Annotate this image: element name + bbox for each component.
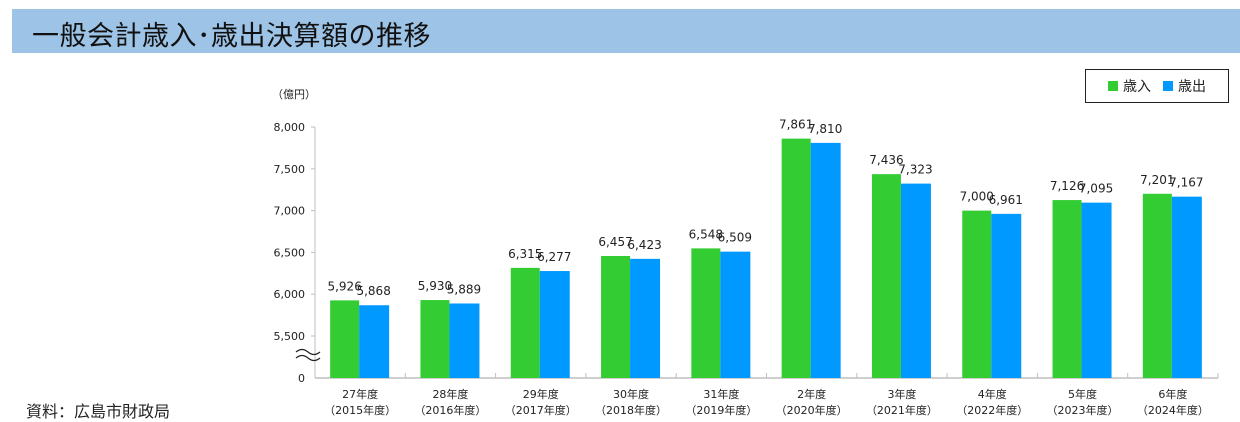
- x-category-label: 2年度: [797, 387, 826, 401]
- expenditure-bar: [1081, 202, 1112, 378]
- y-tick-label: 6,500: [274, 246, 306, 259]
- y-axis-unit-label: （億円）: [272, 88, 316, 101]
- revenue-bar: [1142, 193, 1172, 378]
- revenue-swatch-icon: [1108, 81, 1118, 91]
- expenditure-bar: [991, 213, 1022, 378]
- revenue-value-label: 6,457: [598, 235, 632, 249]
- x-category-label: 31年度: [703, 387, 739, 401]
- expenditure-value-label: 5,868: [356, 284, 390, 298]
- expenditure-bar: [359, 305, 390, 378]
- x-category-sublabel: （2016年度）: [414, 403, 486, 417]
- revenue-bar: [962, 210, 992, 378]
- expenditure-bar: [539, 271, 570, 378]
- x-category-label: 4年度: [978, 387, 1007, 401]
- y-tick-label: 8,000: [274, 121, 306, 134]
- revenue-bar: [420, 300, 450, 378]
- revenue-value-label: 5,926: [327, 279, 361, 293]
- y-tick-label: 7,500: [274, 163, 306, 176]
- expenditure-value-label: 6,509: [718, 231, 752, 245]
- x-category-sublabel: （2018年度）: [595, 403, 667, 417]
- expenditure-bar: [1171, 196, 1202, 378]
- legend-label-revenue: 歳入: [1123, 79, 1151, 95]
- y-tick-label: 6,000: [274, 288, 306, 301]
- expenditure-value-label: 7,095: [1079, 182, 1113, 196]
- axis-break-icon: [295, 348, 321, 362]
- chart-legend: 歳入 歳出: [1085, 69, 1229, 103]
- x-category-sublabel: （2021年度）: [866, 403, 938, 417]
- x-category-sublabel: （2022年度）: [956, 403, 1028, 417]
- x-category-sublabel: （2019年度）: [685, 403, 757, 417]
- legend-item-revenue: 歳入: [1108, 76, 1151, 96]
- expenditure-value-label: 6,277: [537, 250, 571, 264]
- revenue-value-label: 5,930: [418, 279, 452, 293]
- expenditure-bar: [900, 183, 931, 378]
- expenditure-value-label: 7,323: [898, 163, 932, 177]
- x-category-label: 30年度: [613, 387, 649, 401]
- expenditure-value-label: 6,961: [989, 193, 1023, 207]
- x-category-sublabel: （2015年度）: [324, 403, 396, 417]
- x-category-label: 27年度: [342, 387, 378, 401]
- revenue-bar: [691, 248, 721, 378]
- revenue-bar: [781, 138, 811, 378]
- revenue-bar: [330, 300, 360, 378]
- expenditure-bar: [630, 258, 661, 378]
- x-category-sublabel: （2023年度）: [1047, 403, 1119, 417]
- revenue-value-label: 7,126: [1050, 179, 1084, 193]
- y-tick-label: 5,500: [274, 330, 306, 343]
- expenditure-value-label: 6,423: [627, 238, 661, 252]
- revenue-bar: [871, 174, 901, 378]
- y-tick-label: 0: [298, 372, 305, 385]
- revenue-value-label: 6,315: [508, 247, 542, 261]
- revenue-value-label: 6,548: [689, 227, 723, 241]
- expenditure-value-label: 7,167: [1169, 176, 1203, 190]
- x-category-label: 28年度: [432, 387, 468, 401]
- expenditure-bar: [449, 303, 480, 378]
- expenditure-value-label: 7,810: [808, 122, 842, 136]
- revenue-bar: [510, 267, 540, 378]
- y-tick-label: 7,000: [274, 205, 306, 218]
- revenue-value-label: 7,436: [869, 153, 903, 167]
- revenue-value-label: 7,201: [1140, 173, 1174, 187]
- revenue-bar: [1052, 200, 1082, 378]
- expenditure-swatch-icon: [1163, 81, 1173, 91]
- x-category-sublabel: （2017年度）: [505, 403, 577, 417]
- revenue-value-label: 7,861: [779, 118, 813, 132]
- expenditure-value-label: 5,889: [447, 282, 481, 296]
- expenditure-bar: [720, 251, 751, 378]
- x-category-label: 6年度: [1158, 387, 1187, 401]
- legend-item-expenditure: 歳出: [1163, 76, 1206, 96]
- title-bar: 一般会計歳入･歳出決算額の推移: [12, 9, 1240, 53]
- x-category-label: 5年度: [1068, 387, 1097, 401]
- page-title: 一般会計歳入･歳出決算額の推移: [32, 21, 431, 52]
- revenue-value-label: 7,000: [960, 190, 994, 204]
- source-note: 資料：広島市財政局: [26, 402, 171, 421]
- revenue-bar: [601, 255, 631, 378]
- x-category-sublabel: （2024年度）: [1137, 403, 1209, 417]
- x-category-label: 29年度: [523, 387, 559, 401]
- legend-label-expenditure: 歳出: [1178, 79, 1206, 95]
- expenditure-bar: [810, 142, 841, 378]
- x-category-label: 3年度: [887, 387, 916, 401]
- x-category-sublabel: （2020年度）: [776, 403, 848, 417]
